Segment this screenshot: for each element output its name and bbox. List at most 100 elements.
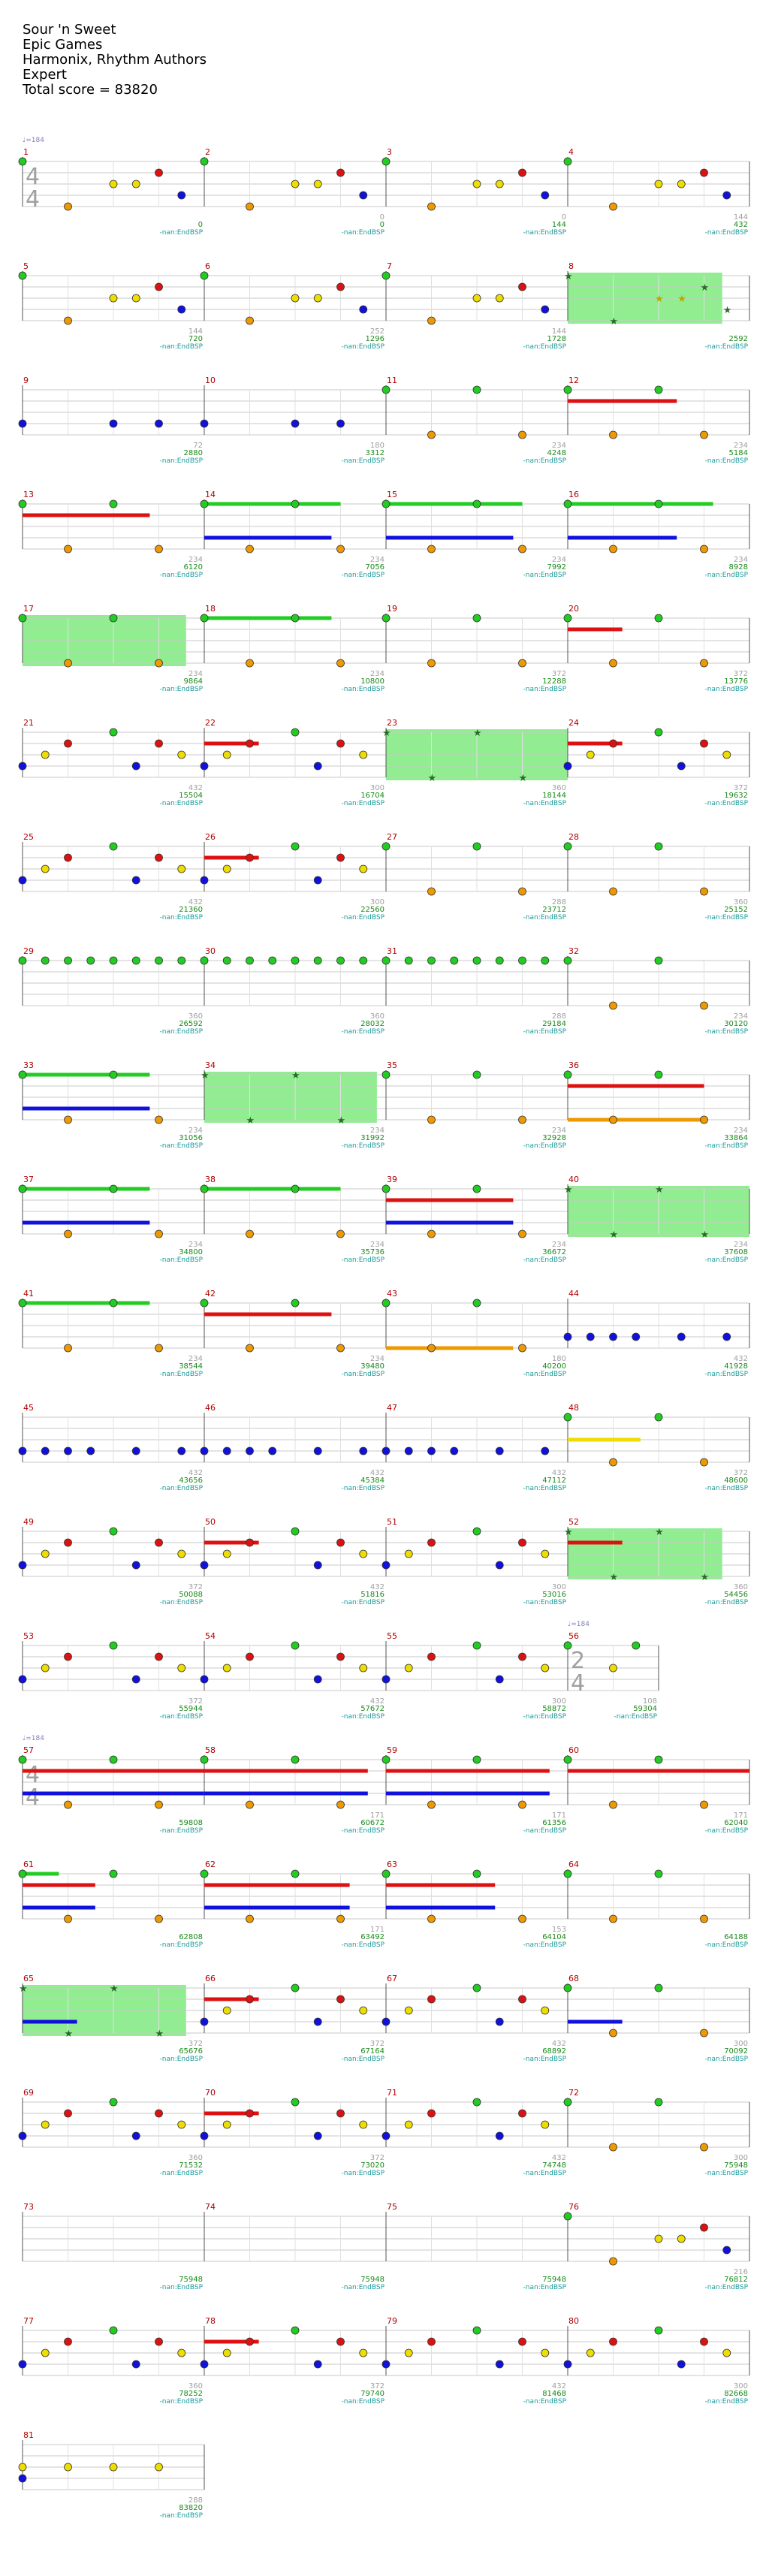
note-gem <box>155 2109 163 2118</box>
note-gem <box>109 294 118 303</box>
note-gem <box>222 2120 231 2129</box>
note-gem <box>64 1914 72 1923</box>
measure-annotation: -nan:EndBSP <box>342 914 385 922</box>
note-gem <box>64 659 72 668</box>
note-gem <box>563 2360 572 2369</box>
phrase-value: 288 <box>188 2496 203 2505</box>
cumulative-score: 26592 <box>179 1020 203 1028</box>
note-gem <box>722 2348 731 2357</box>
cumulative-score: 64104 <box>542 1933 566 1941</box>
note-gem <box>541 191 550 200</box>
phrase-value: 234 <box>552 1127 566 1135</box>
measure-annotation: -nan:EndBSP <box>705 1941 749 1949</box>
measure-annotation: -nan:EndBSP <box>160 1599 204 1606</box>
measure-number: 67 <box>387 1974 397 1983</box>
cumulative-score: 15504 <box>179 792 203 800</box>
measure-annotation: -nan:EndBSP <box>705 1371 749 1378</box>
cumulative-score: 40200 <box>542 1362 566 1371</box>
note-gem <box>609 544 617 554</box>
note-gem <box>541 956 550 965</box>
note-gem <box>359 1446 368 1455</box>
note-gem <box>609 1800 617 1809</box>
measure-annotation: -nan:EndBSP <box>523 1827 567 1835</box>
note-gem <box>654 179 663 189</box>
phrase-value: 234 <box>552 556 566 564</box>
star-note: ★ <box>19 1983 28 1995</box>
note-gem <box>222 864 231 873</box>
measure-annotation: -nan:EndBSP <box>705 1028 749 1036</box>
note-gem <box>109 1641 118 1650</box>
note-gem <box>291 2326 300 2335</box>
measure-annotation: -nan:EndBSP <box>160 914 204 922</box>
phrase-value: 234 <box>734 442 748 450</box>
cumulative-score: 75948 <box>360 2276 384 2284</box>
note-gem <box>495 294 504 303</box>
note-gem <box>450 956 459 965</box>
note-gem <box>313 1561 322 1570</box>
measure-number: 4 <box>568 147 574 157</box>
note-gem <box>222 1446 231 1455</box>
phrase-value: 234 <box>734 1241 748 1249</box>
note-gem <box>268 956 277 965</box>
star-note: ★ <box>655 294 664 305</box>
cumulative-score: 16704 <box>360 792 384 800</box>
measure-number: 77 <box>23 2316 34 2326</box>
note-gem <box>381 499 391 508</box>
note-gem <box>518 544 526 554</box>
note-gem <box>495 1561 504 1570</box>
note-gem <box>381 1299 391 1308</box>
note-gem <box>18 1755 27 1764</box>
note-gem <box>609 2143 617 2152</box>
note-gem <box>541 1549 550 1558</box>
note-gem <box>222 1664 231 1673</box>
measure-annotation: -nan:EndBSP <box>160 1827 204 1835</box>
measure-number: 36 <box>568 1060 579 1070</box>
note-gem <box>381 614 391 623</box>
note-gem <box>200 1561 209 1570</box>
note-gem <box>222 2006 231 2015</box>
cumulative-score: 79740 <box>360 2390 384 2398</box>
note-gem <box>677 1332 686 1341</box>
note-gem <box>563 1983 572 1992</box>
phrase-value: 108 <box>643 1697 657 1706</box>
note-gem <box>291 956 300 965</box>
note-gem <box>18 762 27 771</box>
measure-annotation: -nan:EndBSP <box>523 343 567 351</box>
chart-header: Sour 'n Sweet Epic Games Harmonix, Rhyth… <box>23 23 207 98</box>
note-gem <box>131 1561 140 1570</box>
note-gem <box>472 1983 481 1992</box>
note-gem <box>200 876 209 885</box>
note-gem <box>518 887 526 896</box>
cumulative-score: 18144 <box>542 792 566 800</box>
note-gem <box>563 157 572 166</box>
phrase-value: 171 <box>370 1926 384 1934</box>
phrase-value: 234 <box>370 670 384 678</box>
note-gem <box>563 1332 572 1341</box>
measure-number: 68 <box>568 1974 579 1983</box>
phrase-value: 234 <box>734 556 748 564</box>
phrase-value: 300 <box>734 2154 748 2162</box>
cumulative-score: 432 <box>734 221 748 229</box>
cumulative-score: 31056 <box>179 1134 203 1142</box>
note-gem <box>155 1344 163 1353</box>
measure-number: 27 <box>387 832 397 842</box>
note-gem <box>18 499 27 508</box>
note-gem <box>131 179 140 189</box>
note-gem <box>200 2131 209 2140</box>
note-gem <box>700 2223 708 2232</box>
note-gem <box>291 1755 300 1764</box>
cumulative-score: 38544 <box>179 1362 203 1371</box>
note-gem <box>541 1664 550 1673</box>
note-gem <box>654 2098 663 2107</box>
measure-annotation: -nan:EndBSP <box>523 1371 567 1378</box>
note-gem <box>41 2348 50 2357</box>
measure-number: 42 <box>205 1289 216 1299</box>
cumulative-score: 57672 <box>360 1705 384 1713</box>
measure-annotation: -nan:EndBSP <box>342 1142 385 1150</box>
charter-names: Harmonix, Rhythm Authors <box>23 52 207 68</box>
measure-annotation: -nan:EndBSP <box>705 1256 749 1264</box>
cumulative-score: 31992 <box>360 1134 384 1142</box>
note-gem <box>700 2143 708 2152</box>
phrase-value: 234 <box>370 556 384 564</box>
note-gem <box>291 1184 300 1193</box>
